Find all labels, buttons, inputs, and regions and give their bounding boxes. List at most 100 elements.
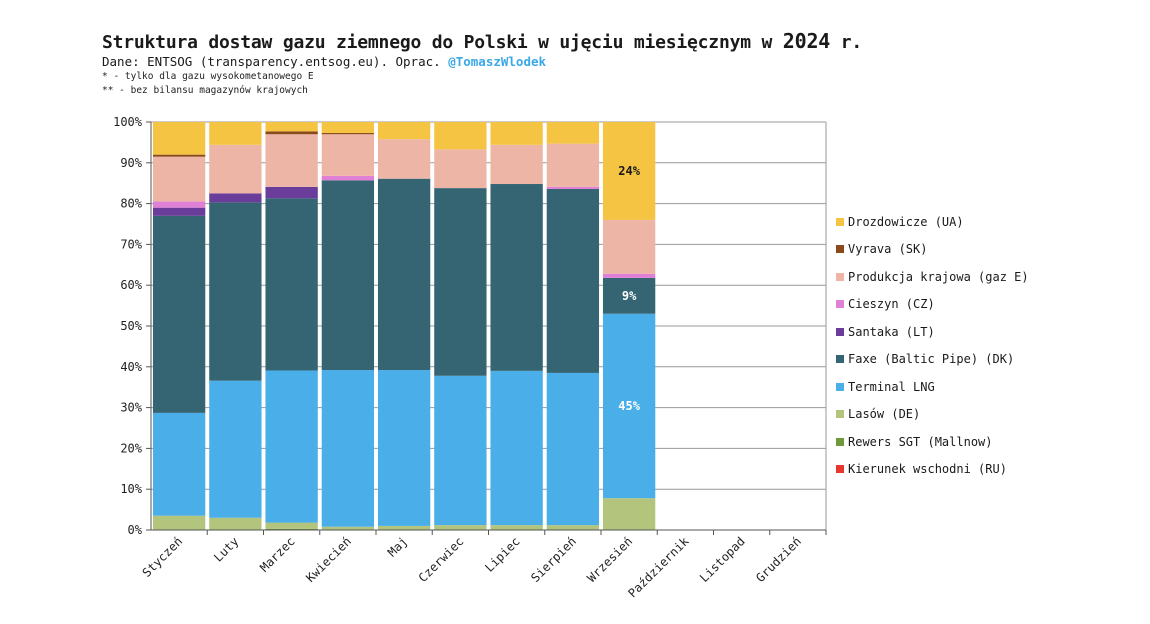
x-tick-label: Luty: [211, 534, 241, 564]
bar-segment: [209, 144, 262, 194]
x-tick-label: Lipiec: [482, 534, 523, 575]
bar-segment: [434, 149, 487, 189]
bar-segment: [321, 370, 375, 527]
bar-segment: [321, 133, 375, 135]
bar-segment: [265, 198, 318, 371]
y-tick-label: 20%: [120, 441, 142, 455]
y-tick-label: 90%: [120, 156, 142, 170]
bar-segment: [602, 122, 656, 220]
bar-segment: [490, 144, 543, 185]
bar-segment: [209, 202, 262, 381]
x-tick-labels: Styczeń Luty Marzec Kwiecień Maj Czerwiec Lipi…: [140, 534, 804, 601]
legend-label: Rewers SGT (Mallnow): [848, 434, 993, 449]
bar-segment: [265, 122, 318, 132]
legend-item: Faxe (Baltic Pipe) (DK): [836, 346, 1029, 374]
legend-swatch: [836, 327, 844, 336]
legend-label: Produkcja krajowa (gaz E): [848, 269, 1029, 284]
y-tick-label: 40%: [120, 360, 142, 374]
legend-swatch: [836, 245, 844, 254]
legend-swatch: [836, 437, 844, 446]
legend-label: Vyrava (SK): [848, 242, 928, 257]
y-tick-label: 30%: [120, 401, 142, 415]
y-tick-labels: 0% 10% 20% 30% 40% 50% 60% 70% 80% 90% 100%: [113, 115, 143, 537]
bar-stacks: [152, 122, 656, 530]
source-line: Dane: ENTSOG (transparency.entsog.eu). O…: [102, 54, 546, 69]
legend-item: Rewers SGT (Mallnow): [836, 428, 1029, 456]
bar-segment: [490, 184, 543, 371]
data-label: 45%: [618, 399, 640, 413]
legend-label: Cieszyn (CZ): [848, 297, 935, 312]
legend-swatch: [836, 382, 844, 391]
bar-segment: [434, 525, 487, 530]
y-tick-label: 0%: [128, 523, 143, 537]
bar-segment: [152, 412, 206, 516]
legend-swatch: [836, 272, 844, 281]
bar-segment: [377, 122, 431, 140]
bar-segment: [490, 370, 543, 526]
bar-segment: [321, 122, 375, 134]
x-tick-label: Październik: [625, 534, 692, 601]
x-tick-label: Wrzesień: [584, 534, 635, 585]
legend-item: Santaka (LT): [836, 318, 1029, 346]
x-tick-label: Listopad: [697, 534, 748, 585]
legend-label: Faxe (Baltic Pipe) (DK): [848, 352, 1015, 367]
legend-item: Drozdowicze (UA): [836, 208, 1029, 236]
legend-label: Kierunek wschodni (RU): [848, 462, 1007, 477]
bar-segment: [209, 193, 262, 203]
legend-swatch: [836, 410, 844, 419]
bar-segment: [152, 215, 206, 413]
bar-segment: [377, 139, 431, 179]
legend-item: Produkcja krajowa (gaz E): [836, 263, 1029, 291]
title-main: Struktura dostaw gazu ziemnego do Polski…: [102, 32, 783, 53]
bar-segment: [265, 528, 318, 530]
x-tick-label: Grudzień: [753, 534, 804, 585]
bar-segment: [209, 380, 262, 518]
source-text: Dane: ENTSOG (transparency.entsog.eu). O…: [102, 54, 449, 69]
bar-segment: [490, 122, 543, 145]
legend-swatch: [836, 300, 844, 309]
bar-segment: [434, 375, 487, 526]
bar-segment: [434, 188, 487, 376]
title-end: r.: [830, 32, 863, 53]
footnote-2: ** - bez bilansu magazynów krajowych: [102, 85, 308, 96]
bar-segment: [377, 370, 431, 526]
bar-segment: [265, 131, 318, 135]
y-tick-label: 60%: [120, 278, 142, 292]
y-tick-label: 70%: [120, 237, 142, 251]
bar-segment: [152, 515, 206, 530]
y-tick-label: 10%: [120, 482, 142, 496]
legend-label: Santaka (LT): [848, 324, 935, 339]
bar-segment: [265, 370, 318, 523]
bar-segment: [321, 180, 375, 371]
legend-swatch: [836, 355, 844, 364]
bar-segment: [152, 156, 206, 202]
bar-segment: [265, 134, 318, 187]
bar-segment: [152, 201, 206, 208]
bar-segment: [602, 273, 656, 278]
bar-segment: [152, 207, 206, 216]
bar-segment: [490, 525, 543, 530]
bar-segment: [546, 186, 600, 189]
data-labels: 45% 9% 24%: [618, 164, 640, 413]
bar-segment: [602, 277, 656, 314]
bar-segment: [546, 143, 600, 187]
bar-segment: [265, 522, 318, 529]
legend-item: Kierunek wschodni (RU): [836, 456, 1029, 484]
bar-segment: [321, 134, 375, 176]
bar-segment: [546, 525, 600, 530]
bar-segment: [321, 526, 375, 530]
bar-segment: [209, 122, 262, 145]
legend-item: Vyrava (SK): [836, 236, 1029, 264]
bar-segment: [434, 122, 487, 150]
legend-item: Lasów (DE): [836, 401, 1029, 429]
x-tick-label: Marzec: [257, 534, 298, 575]
data-label: 24%: [618, 164, 640, 178]
data-label: 9%: [622, 289, 637, 303]
bar-segment: [546, 188, 600, 373]
bar-segment: [152, 154, 206, 157]
x-tick-label: Kwiecień: [303, 534, 354, 585]
x-tick-label: Styczeń: [140, 534, 186, 580]
author-handle[interactable]: @TomaszWlodek: [448, 54, 547, 69]
bar-segment: [377, 178, 431, 371]
title-year: 2024: [782, 29, 831, 53]
